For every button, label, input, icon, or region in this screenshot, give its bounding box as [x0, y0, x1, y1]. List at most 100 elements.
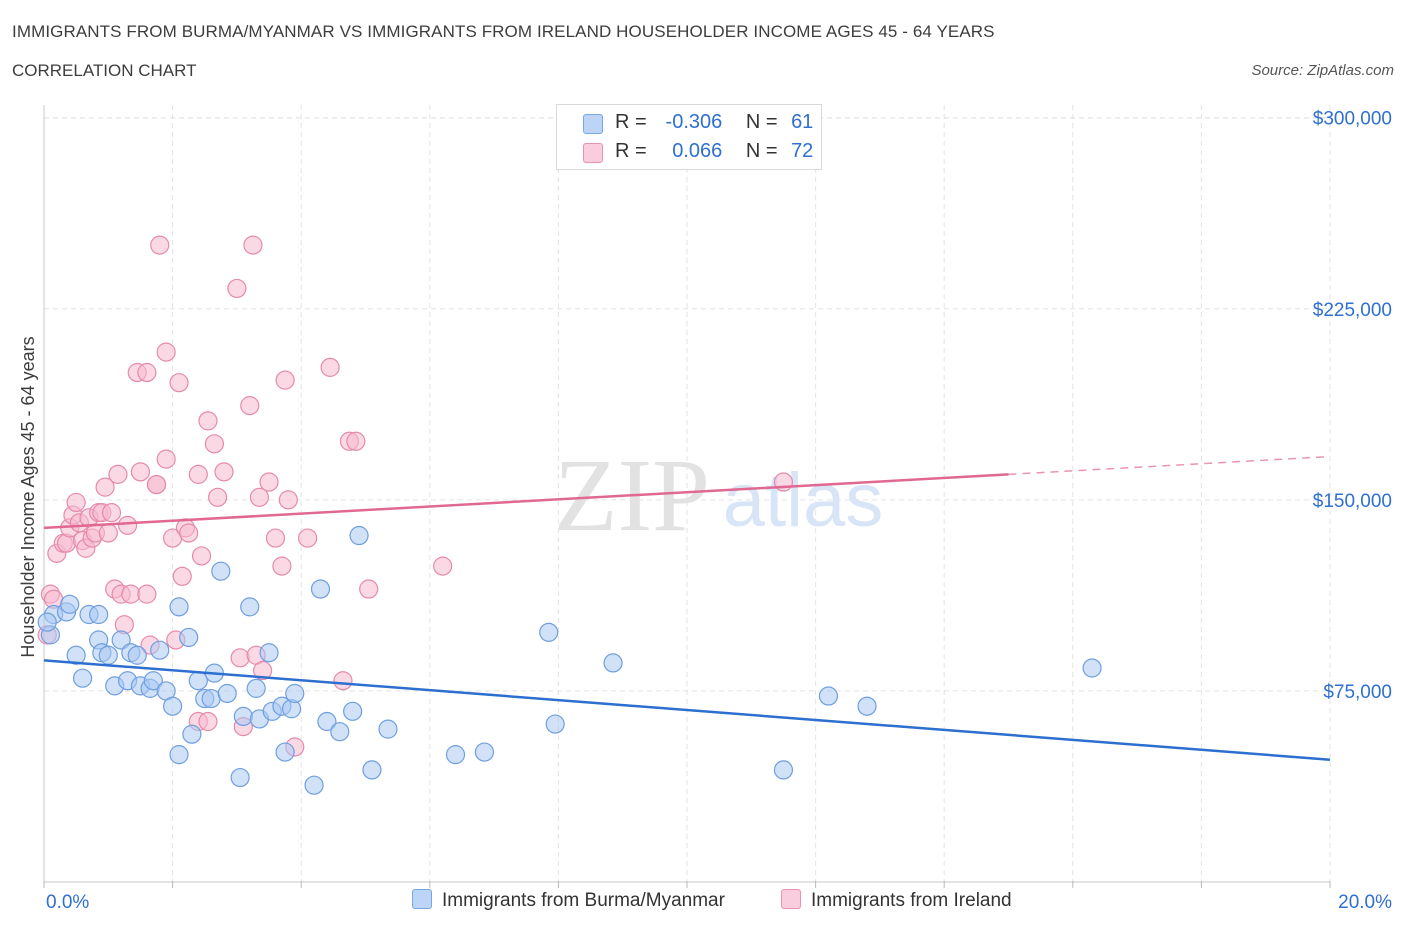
ireland-point [240, 396, 260, 416]
legend-label-ireland: Immigrants from Ireland [811, 890, 1012, 911]
ireland-point [227, 278, 247, 299]
legend-n-value-ireland: 72 [791, 140, 814, 162]
legend-swatch-ireland [583, 143, 603, 163]
legend-item-ireland: Immigrants from Ireland [781, 889, 1012, 912]
stats-legend: R = -0.306 N = 61 R = 0.066 N = 72 [556, 104, 822, 170]
burma-point [545, 714, 565, 734]
ireland-point [214, 462, 234, 482]
ireland-trend-extension [1008, 455, 1331, 476]
legend-swatch-ireland [781, 889, 801, 909]
ireland-point [108, 464, 128, 484]
legend-swatch-burma [412, 889, 432, 909]
ireland-point [433, 556, 453, 576]
burma-point [240, 597, 260, 617]
watermark-atlas: atlas [723, 458, 884, 543]
ireland-point [188, 464, 208, 484]
burma-point [539, 622, 559, 642]
legend-item-burma: Immigrants from Burma/Myanmar [412, 889, 725, 912]
watermark: ZIP atlas [554, 438, 883, 553]
burma-point [362, 760, 382, 780]
burma-point [259, 643, 279, 663]
burma-point [304, 775, 324, 795]
ireland-point [243, 235, 263, 255]
ireland-point [179, 523, 199, 543]
burma-point [169, 745, 189, 765]
burma-point [445, 745, 466, 765]
ireland-point [172, 566, 192, 586]
burma-point [143, 671, 163, 691]
ireland-trend-line [43, 473, 1009, 530]
ireland-point [117, 515, 138, 535]
ireland-point [253, 660, 273, 681]
y-tick-label: $75,000 [1323, 682, 1392, 703]
burma-point [217, 683, 237, 704]
legend-n-label: N = [745, 111, 778, 133]
burma-point [285, 683, 305, 704]
burma-point [857, 696, 877, 716]
ireland-point [346, 431, 366, 451]
burma-point [37, 612, 57, 632]
burma-point [773, 760, 794, 780]
burma-point [98, 645, 118, 665]
burma-point [378, 719, 398, 739]
burma-point [310, 579, 331, 599]
ireland-point [191, 546, 212, 566]
burma-point [66, 645, 86, 665]
burma-point [343, 701, 363, 721]
ireland-point [101, 503, 122, 523]
burma-point [211, 561, 231, 581]
burma-point [1082, 658, 1102, 678]
ireland-point [137, 584, 157, 604]
ireland-point [169, 373, 189, 393]
ireland-point [156, 342, 176, 362]
burma-point [72, 668, 93, 688]
chart-subtitle: CORRELATION CHART [12, 61, 197, 80]
ireland-point [198, 711, 218, 732]
ireland-point [275, 370, 295, 390]
legend-r-value-burma: -0.306 [665, 111, 723, 133]
ireland-point [359, 579, 379, 599]
ireland-point [249, 487, 270, 507]
legend-r-label: R = [615, 140, 647, 162]
ireland-point [278, 490, 298, 510]
tick-labels: $75,000 $150,000 $225,000 $300,000 0.0% 20.0% [46, 109, 1392, 913]
burma-point [182, 724, 202, 744]
ireland-point [320, 357, 340, 377]
ireland-point [121, 584, 141, 604]
ireland-point [156, 449, 176, 469]
legend-n-value-burma: 61 [791, 111, 814, 133]
y-axis-label: Householder Income Ages 45 - 64 years [18, 336, 38, 657]
ireland-point [298, 528, 318, 548]
y-tick-label: $300,000 [1313, 109, 1392, 130]
burma-point [349, 525, 369, 546]
legend-label-burma: Immigrants from Burma/Myanmar [442, 890, 725, 911]
legend-r-value-ireland: 0.066 [672, 140, 723, 162]
source-label: Source: ZipAtlas.com [1251, 62, 1394, 79]
ireland-point [150, 235, 170, 255]
burma-point [111, 630, 131, 650]
ireland-point [204, 434, 224, 454]
burma-point [330, 722, 350, 742]
axes [43, 105, 1331, 888]
burma-point [150, 640, 170, 660]
ireland-point [198, 411, 218, 431]
burma-point [233, 706, 253, 727]
burma-point [474, 742, 495, 762]
burma-point [246, 678, 266, 698]
burma-point [275, 742, 295, 762]
burma-point [169, 597, 189, 617]
burma-point [230, 767, 250, 788]
y-tick-label: $150,000 [1313, 491, 1392, 512]
x-tick-label: 20.0% [1338, 892, 1392, 913]
burma-trend-line [43, 659, 1331, 761]
ireland-point [146, 474, 167, 495]
burma-point [163, 696, 183, 716]
legend-swatch-burma [583, 114, 603, 134]
burma-points [37, 525, 1102, 795]
ireland-point [272, 556, 292, 576]
burma-point [603, 653, 623, 673]
burma-point [179, 627, 199, 648]
ireland-point [265, 528, 286, 548]
burma-point [188, 671, 208, 691]
